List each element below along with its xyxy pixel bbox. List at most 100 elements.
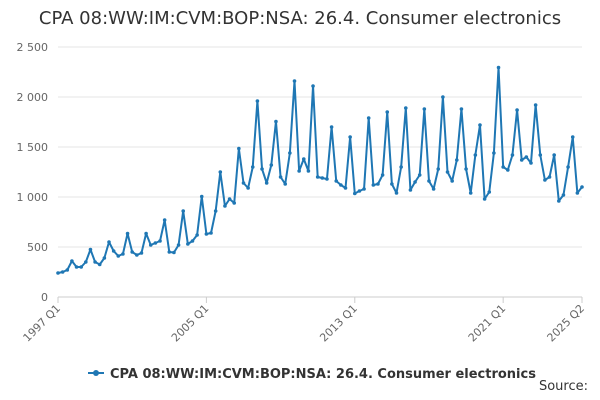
data-point[interactable] xyxy=(371,183,376,187)
data-point[interactable] xyxy=(524,155,529,159)
data-point[interactable] xyxy=(223,204,227,208)
data-point[interactable] xyxy=(158,239,162,243)
data-point[interactable] xyxy=(97,262,102,267)
data-point[interactable] xyxy=(492,151,496,155)
data-point[interactable] xyxy=(60,270,65,274)
data-point[interactable] xyxy=(274,119,278,124)
data-point[interactable] xyxy=(292,79,297,83)
data-point[interactable] xyxy=(385,110,390,114)
data-point[interactable] xyxy=(111,249,116,253)
data-point[interactable] xyxy=(260,167,264,171)
data-point[interactable] xyxy=(468,191,473,195)
data-point[interactable] xyxy=(547,175,552,179)
data-point[interactable] xyxy=(176,243,181,247)
data-point[interactable] xyxy=(362,187,366,191)
data-point[interactable] xyxy=(519,158,524,162)
data-point[interactable] xyxy=(107,240,111,244)
data-point[interactable] xyxy=(130,250,134,254)
data-point[interactable] xyxy=(561,193,566,197)
data-point[interactable] xyxy=(570,135,575,139)
data-point[interactable] xyxy=(241,181,246,185)
data-point[interactable] xyxy=(283,182,288,186)
data-point[interactable] xyxy=(255,99,260,103)
data-point[interactable] xyxy=(135,253,139,257)
data-point[interactable] xyxy=(464,167,468,171)
data-point[interactable] xyxy=(297,169,301,173)
data-point[interactable] xyxy=(459,107,464,111)
data-point[interactable] xyxy=(70,259,74,263)
data-point[interactable] xyxy=(427,179,431,183)
data-point[interactable] xyxy=(538,153,543,157)
data-point[interactable] xyxy=(510,153,515,157)
data-point[interactable] xyxy=(413,180,417,184)
data-point[interactable] xyxy=(380,173,385,177)
data-point[interactable] xyxy=(566,165,570,169)
data-point[interactable] xyxy=(529,161,533,165)
data-point[interactable] xyxy=(172,250,176,255)
data-point[interactable] xyxy=(139,251,144,255)
data-point[interactable] xyxy=(339,183,343,187)
data-point[interactable] xyxy=(357,189,362,193)
data-point[interactable] xyxy=(125,231,130,236)
data-point[interactable] xyxy=(181,209,185,213)
data-point[interactable] xyxy=(455,158,459,162)
data-point[interactable] xyxy=(218,170,223,174)
data-point[interactable] xyxy=(352,191,357,196)
data-point[interactable] xyxy=(278,175,283,179)
data-point[interactable] xyxy=(250,165,255,169)
data-point[interactable] xyxy=(232,201,237,205)
data-point[interactable] xyxy=(162,218,167,222)
data-point[interactable] xyxy=(422,107,427,111)
data-point[interactable] xyxy=(320,176,325,180)
data-point[interactable] xyxy=(417,173,422,177)
data-point[interactable] xyxy=(441,95,445,99)
data-point[interactable] xyxy=(195,233,199,237)
data-point[interactable] xyxy=(431,187,436,191)
data-point[interactable] xyxy=(348,135,352,139)
data-point[interactable] xyxy=(79,265,83,269)
data-point[interactable] xyxy=(473,153,478,157)
data-point[interactable] xyxy=(399,165,403,169)
data-point[interactable] xyxy=(343,186,348,190)
data-point[interactable] xyxy=(557,199,561,203)
data-point[interactable] xyxy=(167,250,172,254)
data-point[interactable] xyxy=(190,239,195,243)
data-point[interactable] xyxy=(436,167,441,171)
data-point[interactable] xyxy=(74,265,79,269)
data-point[interactable] xyxy=(148,243,153,247)
data-point[interactable] xyxy=(102,256,107,260)
data-point[interactable] xyxy=(237,146,241,151)
data-point[interactable] xyxy=(246,186,250,190)
data-point[interactable] xyxy=(306,169,311,173)
data-point[interactable] xyxy=(482,197,487,201)
data-point[interactable] xyxy=(144,231,148,236)
data-point[interactable] xyxy=(269,163,274,167)
data-point[interactable] xyxy=(153,241,158,245)
data-point[interactable] xyxy=(487,190,492,194)
data-point[interactable] xyxy=(376,182,380,186)
data-point[interactable] xyxy=(501,165,505,169)
data-point[interactable] xyxy=(445,170,450,174)
data-point[interactable] xyxy=(209,231,213,235)
data-point[interactable] xyxy=(543,178,547,182)
data-point[interactable] xyxy=(390,182,394,186)
data-point[interactable] xyxy=(552,153,556,157)
data-point[interactable] xyxy=(515,108,519,112)
data-point[interactable] xyxy=(329,125,334,129)
data-point[interactable] xyxy=(315,175,320,179)
data-point[interactable] xyxy=(394,191,399,195)
data-point[interactable] xyxy=(93,260,97,264)
data-point[interactable] xyxy=(580,185,584,189)
data-point[interactable] xyxy=(204,232,209,236)
data-point[interactable] xyxy=(408,188,413,192)
data-point[interactable] xyxy=(84,260,88,264)
data-point[interactable] xyxy=(450,179,454,183)
data-point[interactable] xyxy=(325,177,329,181)
data-point[interactable] xyxy=(496,65,501,70)
data-point[interactable] xyxy=(506,168,510,172)
data-point[interactable] xyxy=(533,103,538,107)
data-point[interactable] xyxy=(366,116,371,120)
data-point[interactable] xyxy=(186,242,190,246)
data-point[interactable] xyxy=(478,123,482,127)
data-point[interactable] xyxy=(199,194,204,199)
